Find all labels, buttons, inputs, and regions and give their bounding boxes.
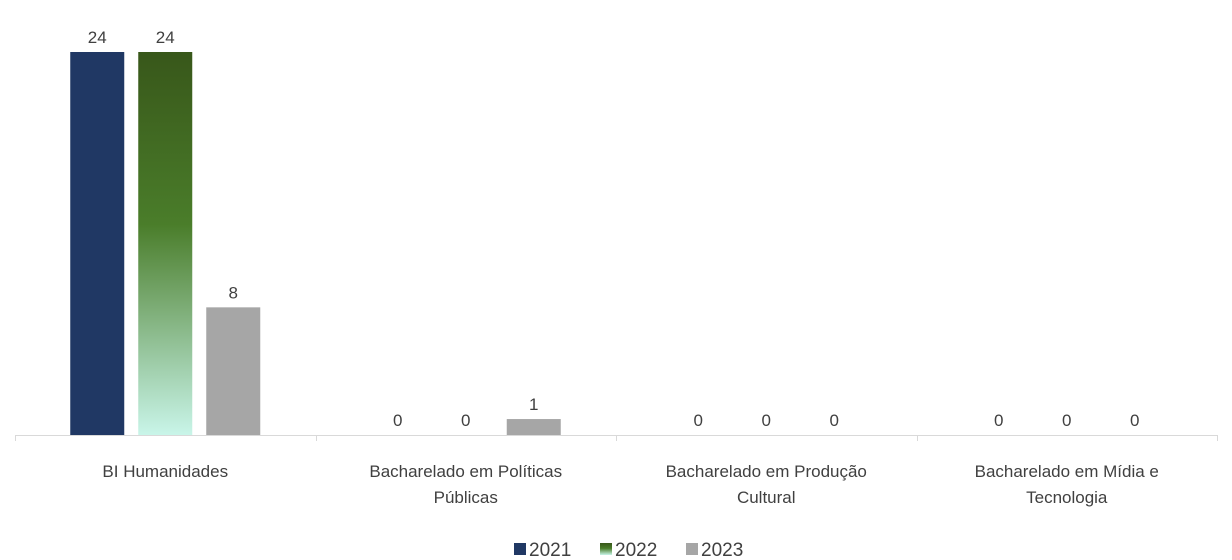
category-label: Tecnologia xyxy=(1026,488,1108,507)
data-label-2021-bacharelado-em-producao-cultural: 0 xyxy=(694,411,703,430)
legend-swatch-2021 xyxy=(514,543,526,555)
category-label: Bacharelado em Mídia e xyxy=(975,462,1159,481)
legend-label-2021: 2021 xyxy=(529,540,571,560)
data-label-2023-bacharelado-em-politicas-publicas: 1 xyxy=(529,395,538,414)
category-label: Públicas xyxy=(434,488,498,507)
category-label: Cultural xyxy=(737,488,796,507)
bar-2023-bacharelado-em-politicas-publicas xyxy=(506,419,561,435)
bar-2023-bi-humanidades xyxy=(206,307,261,435)
data-label-2023-bacharelado-em-midia-e-tecnologia: 0 xyxy=(1130,411,1139,430)
data-label-2022-bi-humanidades: 24 xyxy=(156,28,175,47)
data-label-2021-bacharelado-em-politicas-publicas: 0 xyxy=(393,411,402,430)
category-label: BI Humanidades xyxy=(102,462,228,481)
bar-2021-bi-humanidades xyxy=(70,52,125,435)
category-label: Bacharelado em Produção xyxy=(666,462,867,481)
bars-layer xyxy=(70,52,561,435)
data-label-2022-bacharelado-em-midia-e-tecnologia: 0 xyxy=(1062,411,1071,430)
legend-label-2022: 2022 xyxy=(615,540,657,560)
data-label-2022-bacharelado-em-producao-cultural: 0 xyxy=(762,411,771,430)
legend-label-2023: 2023 xyxy=(701,540,743,560)
data-label-2023-bacharelado-em-producao-cultural: 0 xyxy=(830,411,839,430)
category-labels: BI Humanidades Bacharelado em Políticas Pú… xyxy=(102,462,1158,507)
x-axis xyxy=(15,435,1218,441)
legend: 2021 2022 2023 xyxy=(514,540,743,560)
legend-swatch-2022 xyxy=(600,543,612,555)
data-label-2023-bi-humanidades: 8 xyxy=(229,283,238,302)
legend-swatch-2023 xyxy=(686,543,698,555)
bar-2022-bi-humanidades xyxy=(138,52,193,435)
data-labels: 24 24 8 0 0 1 0 0 0 0 0 0 xyxy=(88,28,1140,430)
category-label: Bacharelado em Políticas xyxy=(369,462,562,481)
data-label-2021-bacharelado-em-midia-e-tecnologia: 0 xyxy=(994,411,1003,430)
data-label-2022-bacharelado-em-politicas-publicas: 0 xyxy=(461,411,470,430)
data-label-2021-bi-humanidades: 24 xyxy=(88,28,107,47)
